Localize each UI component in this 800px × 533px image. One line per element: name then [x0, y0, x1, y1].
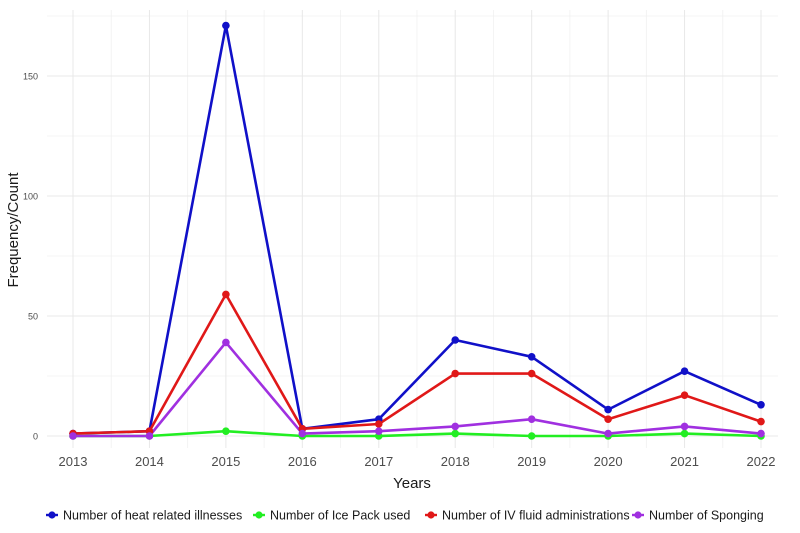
- data-point-number-of-sponging: [527, 415, 536, 424]
- x-tick-label: 2015: [211, 454, 240, 469]
- data-point-number-of-heat-related-illnesses: [604, 405, 612, 414]
- legend-item: Number of Sponging: [632, 509, 764, 523]
- data-point-number-of-sponging: [374, 427, 383, 436]
- legend-item: Number of IV fluid administrations: [425, 509, 630, 523]
- data-point-number-of-heat-related-illnesses: [757, 401, 765, 409]
- x-tick-label: 2018: [441, 454, 470, 469]
- series-lines: [71, 24, 763, 438]
- x-tick-label: 2014: [135, 454, 164, 469]
- data-point-number-of-sponging: [222, 338, 230, 347]
- data-point-number-of-sponging: [757, 429, 765, 438]
- data-point-number-of-ice-pack-used: [222, 427, 230, 436]
- data-point-number-of-heat-related-illnesses: [680, 367, 689, 376]
- x-tick-label: 2020: [594, 454, 623, 469]
- x-tick-labels: 2013 2014 2015 2016 2017 2018 2019 2020 2021 2022: [59, 454, 776, 469]
- data-point-number-of-heat-related-illnesses: [451, 336, 460, 344]
- legend-key-point: [48, 511, 56, 519]
- data-point-number-of-sponging: [604, 429, 612, 438]
- data-point-number-of-iv-fluid-administrations: [680, 391, 689, 400]
- x-tick-label: 2022: [747, 454, 776, 469]
- x-axis-title: Years: [393, 475, 431, 492]
- data-point-number-of-iv-fluid-administrations: [222, 290, 230, 299]
- legend-key-point: [255, 511, 263, 519]
- data-point-number-of-ice-pack-used: [527, 432, 536, 440]
- data-point-number-of-sponging: [69, 432, 77, 440]
- y-tick-label: 100: [23, 192, 38, 202]
- data-point-number-of-sponging: [298, 429, 307, 438]
- series-points: [69, 21, 765, 440]
- legend-label: Number of Ice Pack used: [270, 509, 410, 523]
- data-point-number-of-sponging: [451, 422, 460, 431]
- x-tick-label: 2019: [517, 454, 546, 469]
- series-line-number-of-ice-pack-used: [71, 429, 763, 438]
- legend-label: Number of heat related illnesses: [63, 509, 242, 523]
- data-point-number-of-sponging: [145, 432, 154, 440]
- data-point-number-of-iv-fluid-administrations: [604, 415, 612, 424]
- data-point-number-of-sponging: [680, 422, 689, 431]
- x-tick-label: 2013: [59, 454, 88, 469]
- y-axis-title: Frequency/Count: [5, 172, 22, 288]
- data-point-number-of-heat-related-illnesses: [222, 21, 230, 30]
- y-tick-label: 0: [33, 432, 38, 442]
- data-point-number-of-iv-fluid-administrations: [757, 417, 765, 426]
- y-tick-label: 150: [23, 72, 38, 82]
- legend-item: Number of Ice Pack used: [253, 509, 410, 523]
- y-tick-labels: 0 50 100 150: [23, 72, 38, 442]
- legend-label: Number of Sponging: [649, 509, 764, 523]
- legend-item: Number of heat related illnesses: [46, 509, 242, 523]
- legend-key-point: [427, 511, 435, 519]
- data-point-number-of-ice-pack-used: [680, 429, 689, 438]
- data-point-number-of-iv-fluid-administrations: [374, 420, 383, 428]
- x-tick-label: 2021: [670, 454, 699, 469]
- data-point-number-of-ice-pack-used: [451, 429, 460, 438]
- x-tick-label: 2016: [288, 454, 317, 469]
- grid: [47, 10, 778, 448]
- legend-key-point: [634, 511, 642, 519]
- y-tick-label: 50: [28, 312, 38, 322]
- data-point-number-of-heat-related-illnesses: [527, 353, 536, 361]
- data-point-number-of-iv-fluid-administrations: [527, 369, 536, 378]
- legend-label: Number of IV fluid administrations: [442, 509, 630, 523]
- legend: Number of heat related illnesses Number o…: [46, 509, 764, 523]
- series-line-number-of-heat-related-illnesses: [71, 24, 763, 435]
- x-tick-label: 2017: [364, 454, 393, 469]
- data-point-number-of-iv-fluid-administrations: [451, 369, 460, 378]
- series-line-number-of-iv-fluid-administrations: [71, 293, 763, 435]
- series-line-number-of-sponging: [71, 341, 763, 438]
